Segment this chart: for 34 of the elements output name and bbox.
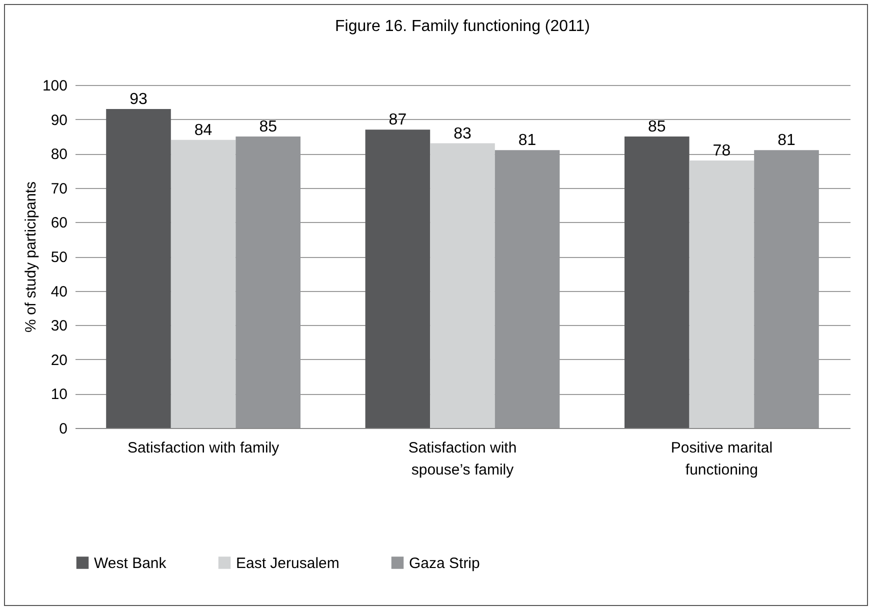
y-tick-label: 100 (42, 78, 68, 94)
data-label: 81 (778, 132, 796, 150)
data-label: 81 (518, 132, 536, 150)
y-tick-label: 40 (50, 283, 68, 300)
data-label: 83 (454, 125, 472, 142)
y-tick-label: 10 (50, 386, 68, 404)
y-tick-label: 0 (59, 420, 68, 438)
y-tick-label: 60 (50, 214, 68, 232)
data-label: 87 (388, 112, 407, 129)
bar (365, 130, 430, 428)
y-tick-label: 80 (50, 146, 68, 164)
data-label: 93 (130, 91, 148, 108)
y-tick-label: 90 (50, 112, 68, 129)
y-tick-label: 20 (50, 352, 68, 369)
x-tick-label: Positive marital functioning (670, 440, 773, 478)
bar (430, 143, 495, 428)
y-tick-label: 50 (50, 249, 68, 266)
y-tick-label: 30 (50, 318, 68, 335)
chart-title: Figure 16. Family functioning (2011) (335, 18, 590, 35)
data-label: 84 (194, 122, 212, 139)
data-label: 78 (712, 142, 731, 160)
legend-label: Gaza Strip (409, 554, 480, 572)
bar (689, 160, 754, 428)
y-tick-label: 70 (50, 180, 68, 198)
bar (106, 109, 171, 428)
legend-label: East Jerusalem (236, 554, 340, 572)
legend-label: West Bank (94, 554, 167, 572)
x-tick-label: Satisfaction with family (127, 440, 280, 456)
bar (624, 136, 690, 428)
y-axis-title: % of study participants (22, 182, 40, 332)
data-label: 85 (648, 118, 666, 136)
data-label: 85 (259, 118, 278, 136)
bar (170, 140, 236, 428)
x-tick-label: Satisfaction with spouse’s family (408, 440, 517, 478)
